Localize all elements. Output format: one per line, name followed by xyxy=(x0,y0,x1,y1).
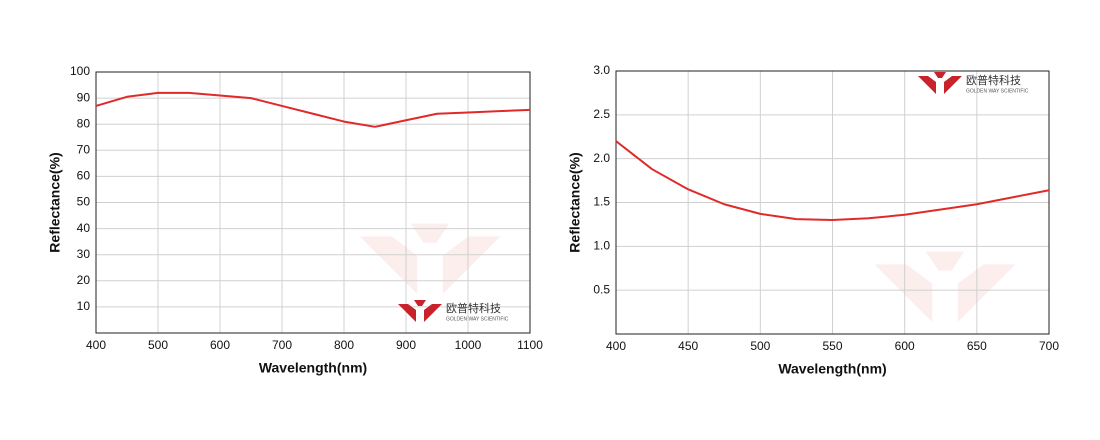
y-tick-label: 40 xyxy=(77,221,91,235)
line xyxy=(95,91,531,128)
x-tick-label: 800 xyxy=(334,338,354,352)
logo-text: 欧普特科技 xyxy=(966,73,1021,87)
y-tick-label: 10 xyxy=(77,299,91,313)
logo-subtext: GOLDEN WAY SCIENTIFIC xyxy=(446,316,509,322)
y-tick-label: 50 xyxy=(77,195,91,209)
x-axis-title: Wavelength(nm) xyxy=(778,361,886,377)
y-axis-title: Reflectance(%) xyxy=(567,152,583,252)
x-tick-label: 400 xyxy=(606,339,626,353)
x-tick-label: 700 xyxy=(272,338,292,352)
y-tick-label: 1.0 xyxy=(593,239,610,253)
plot-frame xyxy=(95,71,531,334)
y-axis-title: Reflectance(%) xyxy=(47,152,63,252)
logo-subtext: GOLDEN WAY SCIENTIFIC xyxy=(966,88,1029,94)
x-tick-label: 900 xyxy=(396,338,416,352)
logo-mark xyxy=(874,251,1016,322)
y-tick-label: 60 xyxy=(77,169,91,183)
x-tick-label: 400 xyxy=(86,338,106,352)
x-tick-label: 450 xyxy=(678,339,698,353)
x-axis-title: Wavelength(nm) xyxy=(259,360,367,376)
y-tick-label: 80 xyxy=(77,116,91,130)
y-tick-label: 2.0 xyxy=(593,151,610,165)
chart: 400 450 500 550 600 650 700 0.5 1.0 1.5 2.0 2.5 3.0 W… xyxy=(567,63,1060,377)
y-tick-label: 3.0 xyxy=(593,63,610,77)
x-tick-label: 600 xyxy=(210,338,230,352)
x-tick-label: 500 xyxy=(148,338,168,352)
y-tick-label: 70 xyxy=(77,142,91,156)
x-tick-label: 700 xyxy=(1039,339,1059,353)
y-tick-label: 0.5 xyxy=(593,282,610,296)
x-tick-label: 500 xyxy=(750,339,770,353)
x-tick-label: 550 xyxy=(822,339,842,353)
chart: 400 500 600 700 800 900 1000 1100 10 20 30 40 50 60 70… xyxy=(47,64,544,376)
plot-frame xyxy=(615,70,1050,335)
y-tick-label: 100 xyxy=(70,64,90,78)
logo-mark xyxy=(359,223,501,294)
y-tick-label: 90 xyxy=(77,90,91,104)
y-tick-label: 30 xyxy=(77,247,91,261)
x-tick-label: 1100 xyxy=(517,338,543,352)
y-tick-label: 2.5 xyxy=(593,107,610,121)
x-tick-label: 600 xyxy=(895,339,915,353)
x-tick-label: 650 xyxy=(967,339,987,353)
y-tick-label: 1.5 xyxy=(593,195,610,209)
logo-mark xyxy=(398,300,442,322)
logo-text: 欧普特科技 xyxy=(446,301,501,315)
x-tick-label: 1000 xyxy=(455,338,482,352)
y-tick-label: 20 xyxy=(77,273,91,287)
logo-mark xyxy=(918,72,962,94)
line xyxy=(615,140,1050,222)
